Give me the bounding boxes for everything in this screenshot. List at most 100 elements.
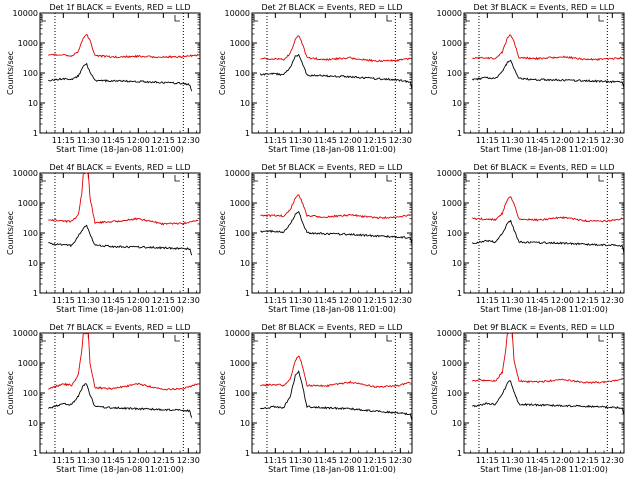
events-series-line — [48, 62, 193, 92]
lld-series-line — [472, 34, 623, 61]
y-axis-label: Counts/sec — [218, 51, 227, 95]
x-tick-label: 12:15 — [364, 456, 387, 465]
x-tick-label: 11:30 — [501, 296, 524, 305]
x-tick-label: 11:15 — [476, 296, 499, 305]
plot-frame — [39, 12, 201, 134]
x-tick-label: 12:00 — [127, 296, 150, 305]
x-tick-label: 11:45 — [102, 296, 125, 305]
y-tick-label: 10 — [28, 259, 38, 268]
x-tick-label: 11:30 — [77, 136, 100, 145]
plot-frame — [463, 12, 625, 134]
y-tick-label: 10 — [240, 419, 250, 428]
corner-marker-right — [598, 15, 604, 22]
x-tick-label: 12:15 — [576, 296, 599, 305]
y-tick-label: 1 — [245, 289, 250, 298]
x-tick-label: 12:15 — [576, 136, 599, 145]
events-series-line — [472, 380, 625, 416]
lld-series-line — [48, 172, 199, 226]
chart-title: Det 8f BLACK = Events, RED = LLD — [261, 323, 402, 332]
x-tick-label: 12:00 — [551, 296, 574, 305]
corner-marker-right — [174, 335, 180, 342]
y-tick-label: 10 — [28, 99, 38, 108]
x-tick-label: 12:15 — [152, 456, 175, 465]
y-tick-label: 1000 — [230, 199, 250, 208]
x-tick-label: 12:00 — [339, 296, 362, 305]
plot-frame — [251, 332, 413, 454]
x-axis-label: Start Time (18-Jan-08 11:01:00) — [56, 145, 184, 154]
x-tick-label: 12:30 — [177, 296, 200, 305]
lld-series-line — [48, 33, 199, 59]
y-tick-label: 100 — [447, 229, 462, 238]
corner-marker-right — [174, 15, 180, 22]
plot-frame — [39, 332, 201, 454]
y-tick-label: 100 — [235, 229, 250, 238]
corner-marker-right — [386, 335, 392, 342]
corner-marker-right — [386, 15, 392, 22]
x-tick-label: 11:30 — [289, 136, 312, 145]
plot-frame — [463, 172, 625, 294]
x-tick-label: 12:30 — [601, 296, 624, 305]
panel-5: Det 5f BLACK = Events, RED = LLD 1 10 100 10… — [218, 163, 413, 314]
x-tick-label: 12:00 — [339, 136, 362, 145]
x-tick-label: 11:15 — [52, 136, 75, 145]
corner-marker-left — [253, 175, 258, 182]
chart-title: Det 4f BLACK = Events, RED = LLD — [49, 163, 190, 172]
x-tick-label: 12:30 — [601, 136, 624, 145]
x-tick-label: 12:00 — [551, 136, 574, 145]
x-tick-label: 11:15 — [476, 136, 499, 145]
corner-marker-right — [386, 175, 392, 182]
x-tick-label: 11:30 — [77, 456, 100, 465]
corner-marker-left — [41, 15, 46, 22]
y-axis-label: Counts/sec — [430, 211, 439, 255]
y-tick-label: 10 — [452, 99, 462, 108]
corner-marker-right — [174, 175, 180, 182]
events-series-line — [260, 210, 413, 245]
x-axis-label: Start Time (18-Jan-08 11:01:00) — [268, 145, 396, 154]
x-tick-label: 12:15 — [152, 296, 175, 305]
y-tick-label: 1000 — [18, 199, 38, 208]
y-tick-label: 10 — [240, 259, 250, 268]
x-axis-label: Start Time (18-Jan-08 11:01:00) — [480, 305, 608, 314]
lld-series-line — [260, 194, 411, 220]
y-tick-label: 10000 — [437, 329, 462, 338]
y-tick-label: 100 — [447, 69, 462, 78]
x-tick-label: 12:30 — [177, 456, 200, 465]
y-tick-label: 1 — [457, 289, 462, 298]
panel-2: Det 2f BLACK = Events, RED = LLD 1 10 100 10… — [218, 3, 413, 154]
y-tick-label: 10000 — [225, 329, 250, 338]
x-tick-label: 12:30 — [389, 456, 412, 465]
y-tick-label: 10000 — [13, 169, 38, 178]
panel-4: Det 4f BLACK = Events, RED = LLD 1 10 100 10… — [6, 163, 201, 314]
x-tick-label: 12:15 — [364, 296, 387, 305]
y-tick-label: 10000 — [437, 9, 462, 18]
x-tick-label: 11:45 — [526, 136, 549, 145]
y-axis-label: Counts/sec — [430, 51, 439, 95]
y-tick-label: 1000 — [442, 359, 462, 368]
y-tick-label: 100 — [447, 389, 462, 398]
panel-7: Det 7f BLACK = Events, RED = LLD 1 10 100 10… — [6, 323, 201, 474]
events-series-line — [48, 382, 193, 418]
y-tick-label: 100 — [23, 389, 38, 398]
chart-title: Det 5f BLACK = Events, RED = LLD — [261, 163, 402, 172]
panel-6: Det 6f BLACK = Events, RED = LLD 1 10 100 10… — [430, 163, 625, 314]
chart-title: Det 6f BLACK = Events, RED = LLD — [473, 163, 614, 172]
corner-marker-left — [465, 15, 470, 22]
x-tick-label: 11:30 — [289, 296, 312, 305]
y-tick-label: 100 — [235, 69, 250, 78]
panel-3: Det 3f BLACK = Events, RED = LLD 1 10 100 10… — [430, 3, 625, 154]
chart-title: Det 3f BLACK = Events, RED = LLD — [473, 3, 614, 12]
plot-frame — [251, 172, 413, 294]
x-axis-label: Start Time (18-Jan-08 11:01:00) — [480, 145, 608, 154]
y-tick-label: 1 — [33, 129, 38, 138]
x-tick-label: 11:30 — [501, 136, 524, 145]
y-tick-label: 100 — [235, 389, 250, 398]
y-axis-label: Counts/sec — [218, 211, 227, 255]
x-tick-label: 11:45 — [102, 136, 125, 145]
x-tick-label: 12:30 — [389, 296, 412, 305]
corner-marker-left — [41, 335, 46, 342]
plot-frame — [39, 172, 201, 294]
y-tick-label: 1 — [245, 129, 250, 138]
y-tick-label: 100 — [23, 229, 38, 238]
x-tick-label: 11:45 — [314, 296, 337, 305]
